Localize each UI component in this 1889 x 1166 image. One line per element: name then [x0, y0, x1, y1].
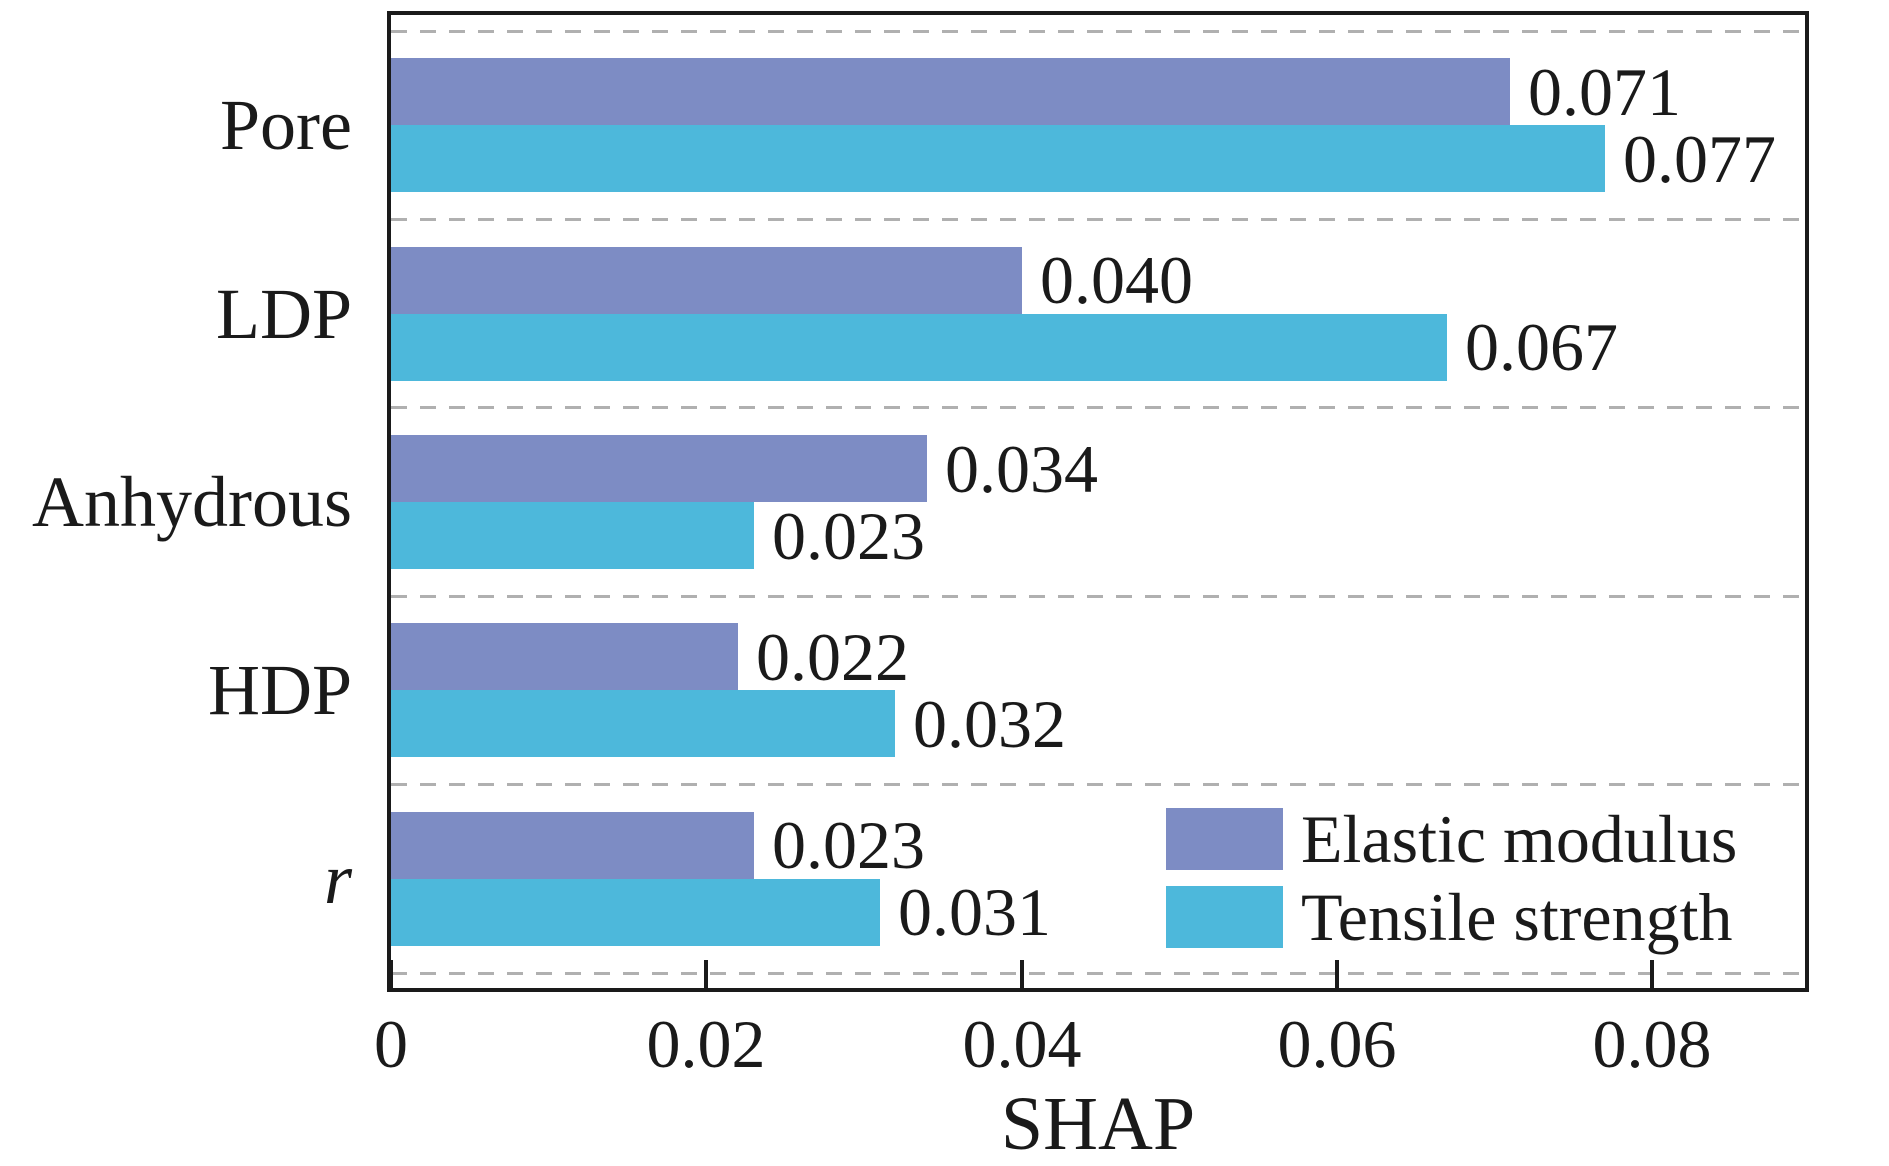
value-label: 0.031 [898, 874, 1051, 951]
legend-label-tensile-strength: Tensile strength [1301, 879, 1733, 955]
category-label-pore: Pore [220, 85, 352, 166]
legend-item-tensile-strength: Tensile strength [1166, 879, 1733, 955]
bar-tensile-strength-ldp [391, 313, 1447, 381]
gridline [391, 971, 1805, 975]
x-tick-label: 0.06 [1277, 1006, 1397, 1082]
x-tick [1650, 960, 1654, 988]
x-tick [389, 960, 393, 988]
x-tick-label: 0.02 [646, 1006, 766, 1082]
bar-elastic-modulus-r [391, 811, 754, 879]
legend-swatch-tensile-strength [1166, 886, 1283, 948]
bar-elastic-modulus-pore [391, 58, 1510, 126]
legend-label-elastic-modulus: Elastic modulus [1301, 801, 1738, 877]
value-label: 0.034 [945, 430, 1098, 507]
bar-tensile-strength-anhydrous [391, 502, 754, 569]
value-label: 0.022 [756, 618, 909, 695]
category-label-r: r [323, 838, 352, 919]
bar-elastic-modulus-anhydrous [391, 435, 927, 502]
x-tick-label: 0.04 [962, 1006, 1082, 1082]
bar-elastic-modulus-hdp [391, 623, 738, 691]
x-axis-title: SHAP [1000, 1082, 1196, 1166]
gridline [391, 783, 1805, 787]
legend-item-elastic-modulus: Elastic modulus [1166, 801, 1738, 877]
value-label: 0.077 [1623, 120, 1776, 197]
value-label: 0.032 [913, 685, 1066, 762]
value-label: 0.040 [1040, 242, 1193, 319]
value-label: 0.067 [1465, 309, 1618, 386]
gridline [391, 594, 1805, 598]
gridline [391, 406, 1805, 410]
x-tick [704, 960, 708, 988]
legend-swatch-elastic-modulus [1166, 808, 1283, 870]
gridline [391, 217, 1805, 221]
category-label-anhydrous: Anhydrous [32, 462, 352, 542]
bar-tensile-strength-r [391, 878, 880, 946]
gridline [391, 29, 1805, 33]
plot-area: 0.071 0.077 0.040 0.067 0.034 0.023 0.022 0.032… [387, 11, 1809, 992]
value-label: 0.023 [772, 807, 925, 884]
x-tick [1335, 960, 1339, 988]
value-label: 0.023 [772, 497, 925, 574]
value-label: 0.071 [1528, 53, 1681, 130]
x-tick [1020, 960, 1024, 988]
category-label-hdp: HDP [207, 650, 352, 731]
bar-tensile-strength-pore [391, 125, 1605, 193]
bar-tensile-strength-hdp [391, 690, 895, 758]
x-tick-label: 0.08 [1592, 1006, 1712, 1082]
bar-elastic-modulus-ldp [391, 246, 1022, 314]
category-label-ldp: LDP [215, 273, 352, 354]
x-tick-label: 0 [374, 1006, 408, 1082]
